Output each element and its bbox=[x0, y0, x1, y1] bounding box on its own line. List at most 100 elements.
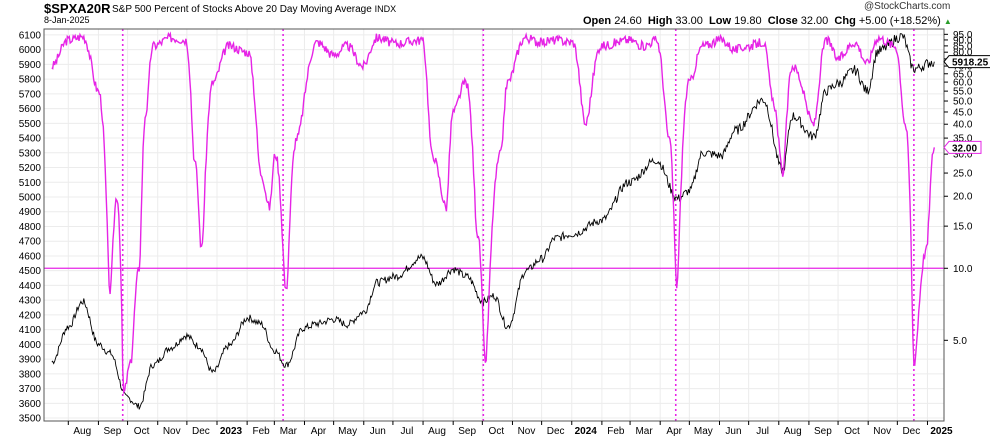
x-tick-label: Jun bbox=[725, 426, 741, 437]
x-tick-label: Feb bbox=[253, 426, 271, 437]
right-tick-label: 65.0 bbox=[953, 69, 973, 80]
x-tick-label: 2024 bbox=[575, 426, 598, 437]
right-tick-label: 20.0 bbox=[953, 192, 973, 203]
x-tick-label: 2025 bbox=[930, 426, 953, 437]
left-tick-label: 6100 bbox=[19, 30, 42, 41]
open-value: 24.60 bbox=[614, 15, 642, 27]
plot-border bbox=[43, 28, 945, 422]
x-tick-label: Dec bbox=[902, 426, 920, 437]
high-value: 33.00 bbox=[675, 15, 703, 27]
x-axis: Aug Sep Oct Nov Dec 2023 Feb Mar Apr May Jun Jul Aug… bbox=[67, 421, 953, 437]
x-tick-label: Apr bbox=[666, 426, 682, 437]
left-tick-label: 4000 bbox=[19, 340, 42, 351]
left-tick-label: 4400 bbox=[19, 281, 42, 292]
right-tick-label: 25.0 bbox=[953, 169, 973, 180]
left-tick-label: 3800 bbox=[19, 369, 42, 380]
x-tick-label: Jul bbox=[401, 426, 414, 437]
plot-frame bbox=[43, 28, 945, 422]
x-tick-label: Sep bbox=[104, 426, 122, 437]
left-tick-label: 5500 bbox=[19, 119, 42, 130]
x-tick-label: Aug bbox=[73, 426, 91, 437]
left-tick-label: 4200 bbox=[19, 310, 42, 321]
x-tick-label: Oct bbox=[134, 426, 150, 437]
left-tick-label: 6000 bbox=[19, 45, 42, 56]
left-tick-label: 3600 bbox=[19, 399, 42, 410]
vertical-markers bbox=[121, 29, 915, 421]
right-tick-label: 35.0 bbox=[953, 134, 973, 145]
x-tick-label: Mar bbox=[280, 426, 298, 437]
price-line bbox=[51, 33, 935, 410]
percent-tag-box bbox=[943, 140, 982, 154]
left-tick-label: 3500 bbox=[19, 414, 42, 425]
left-tick-label: 5900 bbox=[19, 60, 42, 71]
x-tick-label: Nov bbox=[163, 426, 181, 437]
left-tick-label: 5300 bbox=[19, 148, 42, 159]
x-tick-label: 2023 bbox=[220, 426, 243, 437]
x-tick-label: Aug bbox=[784, 426, 802, 437]
x-tick-label: Jun bbox=[370, 426, 386, 437]
price-tag-box bbox=[943, 55, 990, 69]
right-axis: 95.090.085.080.075.070.065.060.055.050.0… bbox=[944, 30, 973, 347]
right-tick-label: 50.0 bbox=[953, 97, 973, 108]
close-label: Close bbox=[767, 15, 798, 27]
percent-series bbox=[51, 31, 935, 395]
left-tick-label: 5600 bbox=[19, 104, 42, 115]
x-tick-label: May bbox=[694, 426, 713, 437]
price-tag-label: 5918.25 bbox=[952, 58, 989, 69]
low-label: Low bbox=[709, 15, 732, 27]
low-value: 19.80 bbox=[734, 15, 762, 27]
left-tick-label: 3700 bbox=[19, 384, 42, 395]
chart-symbol: $SPXA20R bbox=[44, 1, 111, 16]
x-tick-label: Oct bbox=[844, 426, 860, 437]
chart-description-text: S&P 500 Percent of Stocks Above 20 Day M… bbox=[112, 4, 372, 15]
left-tick-label: 4900 bbox=[19, 207, 42, 218]
left-tick-label: 3900 bbox=[19, 355, 42, 366]
high-label: High bbox=[647, 15, 673, 27]
right-tick-label: 85.0 bbox=[953, 41, 973, 52]
x-tick-label: Jul bbox=[756, 426, 769, 437]
chg-value: +5.00 (+18.52%) bbox=[858, 15, 941, 27]
x-tick-label: May bbox=[338, 426, 357, 437]
x-tick-label: Sep bbox=[814, 426, 832, 437]
percent-line bbox=[51, 31, 935, 395]
stockcharts-credit: @StockCharts.com bbox=[864, 1, 951, 12]
right-tick-label: 30.0 bbox=[953, 150, 973, 161]
x-tick-label: Dec bbox=[192, 426, 210, 437]
left-tick-label: 5200 bbox=[19, 163, 42, 174]
x-tick-label: Sep bbox=[458, 426, 476, 437]
left-tick-label: 5400 bbox=[19, 134, 42, 145]
left-tick-label: 4300 bbox=[19, 296, 42, 307]
left-tick-label: 4100 bbox=[19, 325, 42, 336]
x-tick-label: Nov bbox=[518, 426, 536, 437]
ohlc-readout: Open 24.60 High 33.00 Low 19.80 Close 32… bbox=[583, 15, 952, 27]
right-tick-label: 55.0 bbox=[953, 87, 973, 98]
grid-lines bbox=[44, 29, 944, 421]
right-tick-label: 10.0 bbox=[953, 264, 973, 275]
x-tick-label: Apr bbox=[311, 426, 327, 437]
left-tick-label: 4500 bbox=[19, 266, 42, 277]
left-tick-label: 4700 bbox=[19, 237, 42, 248]
open-label: Open bbox=[583, 15, 612, 27]
price-series bbox=[51, 33, 935, 410]
right-tick-label: 60.0 bbox=[953, 78, 973, 89]
right-tick-label: 90.0 bbox=[953, 35, 973, 46]
chart-description: S&P 500 Percent of Stocks Above 20 Day M… bbox=[112, 4, 396, 15]
chart-date: 8-Jan-2025 bbox=[44, 15, 90, 25]
left-axis: 6100 6000 5900 5800 5700 5600 5500 5400 5300 5200… bbox=[19, 30, 42, 424]
left-tick-label: 4800 bbox=[19, 222, 42, 233]
last-value-tags: 5918.25 32.00 bbox=[943, 55, 990, 154]
right-tick-label: 95.0 bbox=[953, 30, 973, 41]
x-tick-label: Nov bbox=[873, 426, 891, 437]
right-tick-label: 40.0 bbox=[953, 120, 973, 131]
x-tick-label: Dec bbox=[547, 426, 565, 437]
x-tick-label: Mar bbox=[635, 426, 653, 437]
right-tick-label: 80.0 bbox=[953, 48, 973, 59]
chg-label: Chg bbox=[834, 15, 856, 27]
x-tick-label: Feb bbox=[607, 426, 625, 437]
left-tick-label: 4600 bbox=[19, 251, 42, 262]
exchange-label: INDX bbox=[374, 4, 397, 14]
percent-tag-label: 32.00 bbox=[952, 143, 977, 154]
left-tick-label: 5000 bbox=[19, 193, 42, 204]
